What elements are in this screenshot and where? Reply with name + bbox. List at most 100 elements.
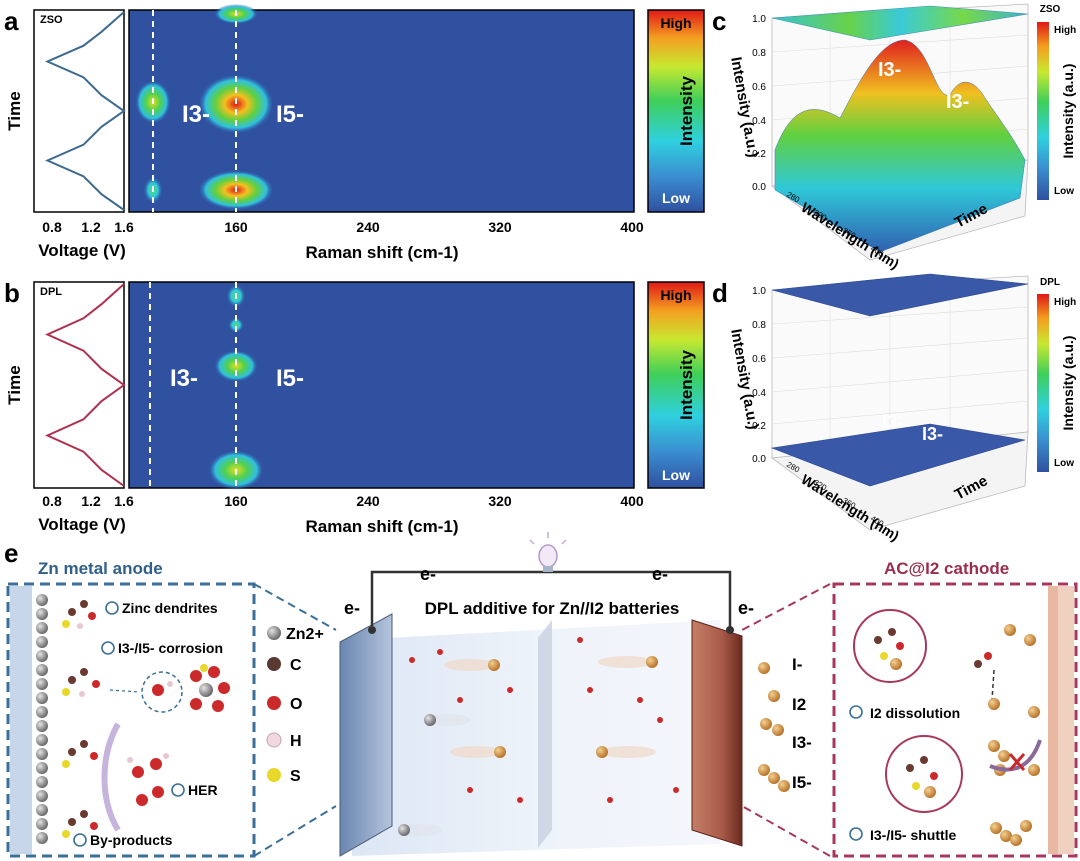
dpl-complex-circle [885,735,963,813]
panel-label-c: c [712,6,726,36]
heatmap-a-peak-label: I3- [182,101,210,128]
block-icon [171,783,185,797]
iodine-species: I- I2 I3- I5- [758,655,812,792]
heatmap-b-xtick: 400 [620,493,644,509]
panel-d-peak-label: I3- [882,412,903,432]
panel-label-d: d [712,278,728,308]
battery-cell: e- e- e- e- DPL additive for Zn//I2 batt… [339,532,754,857]
species-i3: I3- [792,733,812,752]
separator [538,620,552,848]
shuttle-arrow [989,739,1042,772]
panel-b-voltage-curve [45,283,126,487]
colorbar-c-high: High [1054,25,1076,36]
colorbar-c-low: Low [1054,186,1074,197]
heatmap-a-xlabel: Raman shift (cm-1) [305,243,458,262]
electron-label: e- [738,598,754,618]
colorbar-d-title: Intensity (a.u.) [1060,336,1076,431]
heatmap-b-xtick: 240 [356,493,380,509]
legend-zn: Zn2+ [286,626,324,643]
panel-a-voltage-plot: ZSO Time 0.8 1.2 1.6 Voltage (V) [5,9,134,260]
panel-c-ztick: 1.0 [752,14,766,25]
anode-item-her: HER [188,782,218,798]
panel-d-ztick: 1.0 [752,286,766,297]
block-icon [849,827,863,841]
panel-a-colorbar: High Low Intensity [647,9,705,213]
panel-a-xtick-0: 0.8 [42,219,62,235]
panel-d-colorbar: DPL High Low Intensity (a.u.) [1037,277,1076,472]
panel-d-peak-label: I3- [922,424,943,444]
panel-c-zlabel: Intensity (a.u.) [727,56,761,159]
heatmap-a-xtick: 160 [224,219,248,235]
migrating-ions [398,637,679,836]
heatmap-b-peak-label: I5- [276,365,304,392]
heatmap-b-peak-label: I3- [170,365,198,392]
dpl-molecule [62,810,98,838]
dpl-molecule [62,668,100,697]
panel-b-heatmap: I3- I5- 160 240 320 400 Raman shift (cm-… [128,281,644,536]
anode-title: Zn metal anode [38,559,163,578]
panel-d-ztick: 0.2 [752,421,766,432]
colorbar-b-title: Intensity [677,350,696,420]
panel-b-xtick-2: 1.6 [114,493,134,509]
dpl-complex-circle [853,609,927,683]
panel-a-heatmap: I3- I5- 160 240 320 400 Raman shift (cm-… [128,4,644,262]
electron-label: e- [652,564,668,584]
panel-label-b: b [4,278,20,308]
panel-b-tag: DPL [40,286,62,298]
panel-d-ztick: 0.4 [752,388,766,399]
panel-c-ztick: 0.4 [752,116,766,127]
cathode-plate [691,619,743,847]
panel-b-xtick-1: 1.2 [81,493,101,509]
colorbar-d-high: High [1054,297,1076,308]
block-icon [101,641,115,655]
colorbar-b-low: Low [662,467,690,483]
block-cross [1008,753,1026,771]
zinc-metal-atoms [36,594,48,844]
panel-d-top-plane [771,273,1029,317]
colorbar-b-high: High [660,287,691,303]
block-icon [73,833,87,847]
block-icon [105,601,119,615]
cathode-panel: AC@I2 cathode I2 dissolution I3-/I5- shu… [832,559,1078,858]
anode-item-by-products: By-products [90,832,173,848]
cathode-item-dissolution: I2 dissolution [870,705,960,721]
legend-h: H [290,733,302,750]
shield-arc [101,722,121,832]
heatmap-a-peak-label: I5- [276,101,304,128]
battery-title: DPL additive for Zn//I2 batteries [425,599,680,618]
species-i-minus: I- [792,655,802,674]
colorbar-a-high: High [660,15,691,31]
panel-a-ylabel: Time [5,91,24,130]
panel-d-tag: DPL [1040,277,1060,288]
legend-s: S [290,768,301,785]
panel-a-xtick-1: 1.2 [81,219,101,235]
block-icon [849,705,863,719]
colorbar-a-low: Low [662,190,690,206]
panel-label-a: a [4,6,19,36]
panel-b-colorbar: High Low Intensity [647,281,705,489]
panel-b-xlabel: Voltage (V) [38,515,126,534]
panel-label-e: e [4,538,18,568]
legend-c: C [290,657,302,674]
species-i5: I5- [792,773,812,792]
panel-c-ztick: 0.2 [752,149,766,160]
panel-c-tag: ZSO [1040,4,1061,15]
panel-b-ylabel: Time [5,365,24,404]
anode-item-zinc-dendrites: Zinc dendrites [122,600,218,616]
heatmap-a-xtick: 400 [620,219,644,235]
heatmap-b-xtick: 160 [224,493,248,509]
colorbar-a-title: Intensity [677,76,696,146]
panel-c-ztick: 0.0 [752,182,766,193]
anode-panel: Zn metal anode Zinc dendrites I3-/I5- co… [6,559,256,858]
panel-b-voltage-plot: DPL Time 0.8 1.2 1.6 Voltage (V) [5,281,134,534]
panel-a-xlabel: Voltage (V) [38,241,126,260]
panel-c-ztick: 0.8 [752,48,766,59]
panel-b-xtick-0: 0.8 [42,493,62,509]
colorbar-c-title: Intensity (a.u.) [1060,64,1076,159]
heatmap-a-xtick: 240 [356,219,380,235]
colorbar-d-low: Low [1054,458,1074,469]
anode-item-corrosion: I3-/I5- corrosion [118,640,223,656]
panel-d-ztick: 0.0 [752,454,766,465]
legend-o: O [290,696,302,713]
